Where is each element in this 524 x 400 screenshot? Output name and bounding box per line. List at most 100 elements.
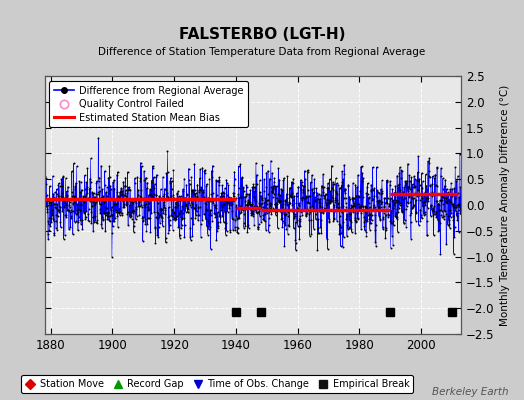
Point: [324, 200, 332, 206]
Point: [221, 232, 230, 238]
Point: [263, 210, 271, 216]
Point: [232, 212, 241, 219]
Point: [205, 226, 213, 232]
Point: [275, 198, 283, 204]
Point: [450, 204, 458, 211]
Point: [314, 230, 322, 236]
Point: [408, 205, 416, 211]
Point: [445, 220, 453, 227]
Point: [225, 196, 233, 202]
Point: [278, 218, 287, 224]
Point: [235, 194, 244, 201]
Point: [436, 220, 444, 226]
Point: [348, 198, 357, 204]
Point: [49, 190, 58, 197]
Point: [214, 219, 222, 225]
Point: [246, 199, 254, 206]
Point: [285, 198, 293, 205]
Point: [428, 189, 436, 196]
Point: [161, 207, 170, 214]
Point: [163, 148, 172, 154]
Point: [364, 195, 373, 202]
Point: [297, 195, 305, 202]
Point: [146, 228, 155, 235]
Point: [327, 196, 335, 202]
Point: [366, 211, 374, 217]
Point: [175, 193, 183, 200]
Point: [210, 211, 219, 218]
Point: [352, 218, 360, 224]
Point: [412, 192, 421, 198]
Point: [351, 214, 359, 221]
Point: [408, 184, 417, 191]
Point: [446, 199, 455, 205]
Point: [249, 211, 257, 218]
Point: [213, 178, 221, 184]
Point: [230, 193, 238, 200]
Point: [252, 209, 260, 215]
Point: [180, 175, 188, 182]
Point: [324, 216, 333, 222]
Point: [343, 211, 351, 217]
Point: [97, 194, 106, 200]
Point: [319, 171, 327, 178]
Point: [406, 186, 414, 192]
Point: [120, 204, 128, 210]
Point: [420, 211, 429, 218]
Point: [293, 204, 302, 211]
Point: [78, 196, 86, 203]
Point: [185, 180, 194, 187]
Point: [429, 232, 438, 238]
Point: [444, 198, 453, 204]
Point: [124, 186, 133, 193]
Point: [167, 212, 176, 218]
Point: [149, 195, 157, 201]
Point: [73, 201, 82, 208]
Point: [247, 202, 255, 208]
Point: [386, 182, 394, 188]
Point: [227, 202, 235, 208]
Point: [105, 189, 113, 196]
Point: [239, 188, 248, 194]
Point: [277, 202, 285, 208]
Point: [361, 203, 369, 210]
Point: [398, 168, 407, 174]
Point: [96, 201, 105, 207]
Point: [136, 174, 145, 181]
Point: [128, 207, 137, 214]
Point: [192, 202, 201, 208]
Point: [198, 197, 206, 204]
Point: [264, 168, 272, 174]
Point: [401, 194, 409, 201]
Point: [177, 207, 185, 214]
Point: [106, 212, 114, 219]
Point: [74, 227, 82, 234]
Point: [446, 207, 454, 214]
Point: [241, 206, 249, 212]
Point: [156, 186, 165, 192]
Point: [180, 234, 189, 240]
Point: [212, 237, 221, 244]
Point: [429, 173, 437, 179]
Point: [429, 212, 438, 218]
Point: [169, 192, 177, 198]
Point: [391, 198, 400, 205]
Point: [118, 188, 127, 194]
Point: [100, 199, 108, 205]
Point: [266, 203, 275, 209]
Point: [169, 214, 178, 221]
Point: [249, 181, 257, 188]
Point: [399, 202, 407, 208]
Point: [125, 197, 134, 203]
Point: [271, 183, 280, 190]
Point: [306, 193, 314, 200]
Point: [84, 206, 93, 212]
Point: [176, 208, 184, 214]
Point: [397, 167, 406, 174]
Point: [214, 177, 223, 184]
Point: [72, 195, 81, 201]
Point: [183, 209, 192, 216]
Point: [172, 204, 180, 210]
Point: [451, 190, 460, 196]
Point: [62, 202, 70, 208]
